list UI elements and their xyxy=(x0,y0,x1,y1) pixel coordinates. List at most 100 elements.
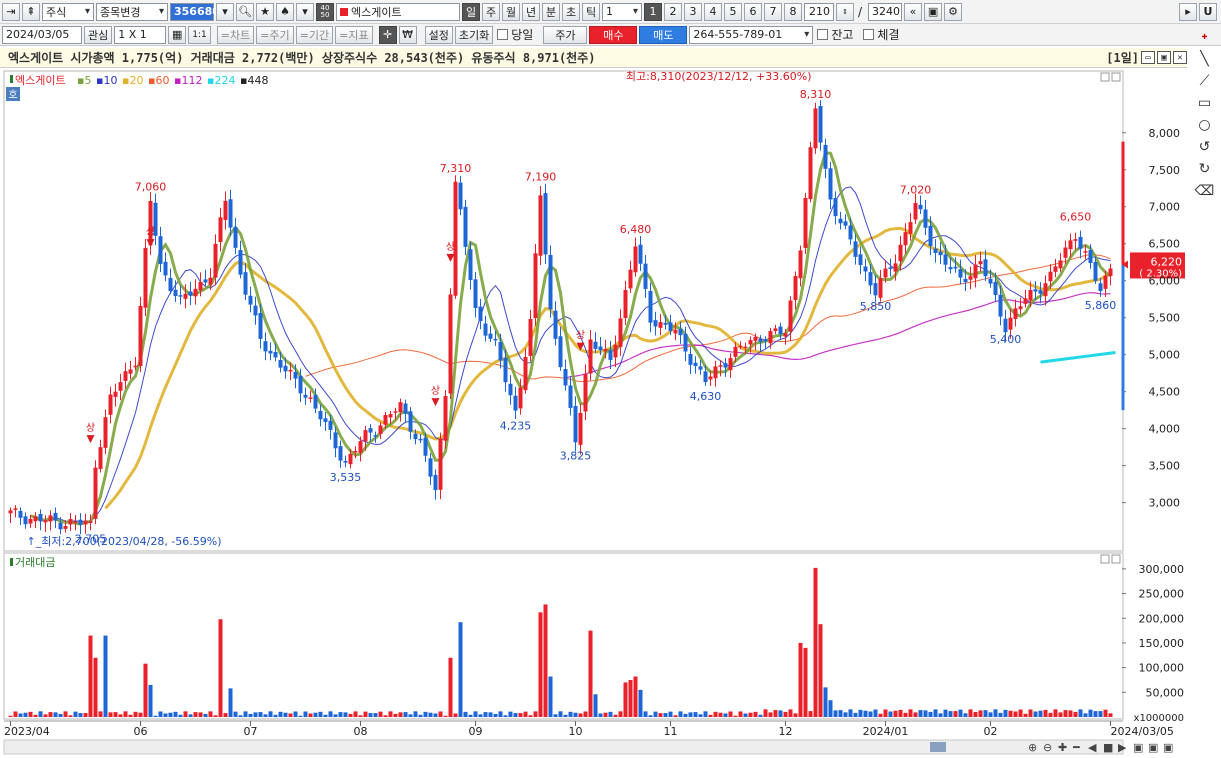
reset-button[interactable]: 초기화 xyxy=(454,25,494,44)
grid-input[interactable]: 1 X 1 xyxy=(114,25,167,44)
tool-icon[interactable]: ✚ xyxy=(1201,33,1208,41)
candle-body xyxy=(893,263,898,272)
candle-body xyxy=(113,391,118,397)
view-count-input[interactable]: 210 xyxy=(804,2,834,21)
volume-bar xyxy=(953,711,958,717)
current-price-label: 6,220 xyxy=(1151,255,1183,268)
fill-checkbox[interactable]: 체결 xyxy=(863,26,900,43)
stock-color-icon xyxy=(340,7,348,16)
pin-icon[interactable]: ⇥ xyxy=(2,2,20,21)
close-icon[interactable]: ✕ xyxy=(1173,51,1187,64)
buy-button[interactable]: 매수 xyxy=(589,25,638,44)
account-select[interactable]: 264-555-789-01 xyxy=(689,25,814,44)
undo-icon[interactable]: ↺ xyxy=(1198,139,1211,155)
spade-icon[interactable]: ♠ xyxy=(276,2,294,21)
stock-name-field[interactable]: 엑스게이트 xyxy=(336,2,460,21)
period-tab-1[interactable]: 주 xyxy=(482,2,500,21)
volume-tick-label: 300,000 xyxy=(1139,563,1185,576)
volume-bar xyxy=(623,682,628,717)
diagonal-tool-icon[interactable]: ⟋ xyxy=(1199,73,1210,89)
candle-body xyxy=(943,254,948,265)
maximize-icon[interactable]: ▣ xyxy=(1157,51,1171,64)
minimize-icon[interactable]: ▭ xyxy=(1141,51,1155,64)
price-tick-label: 3,500 xyxy=(1149,460,1181,473)
volume-bar xyxy=(1108,713,1113,717)
volume-tick-label: 50,000 xyxy=(1146,686,1185,699)
balance-checkbox[interactable]: 잔고 xyxy=(817,26,853,43)
circle-tool-icon[interactable]: ○ xyxy=(1198,117,1211,133)
period-button[interactable]: =주기 xyxy=(256,25,294,44)
rectangle-tool-icon[interactable]: ▭ xyxy=(1197,95,1212,111)
candle-body xyxy=(308,397,313,399)
search-icon[interactable]: 🔍︎ xyxy=(236,2,254,21)
code-dropdown-icon[interactable]: ▾ xyxy=(216,2,234,21)
volume-bar xyxy=(688,712,693,717)
one-one-button[interactable]: 1:1 xyxy=(188,25,211,44)
volume-bar xyxy=(933,709,938,717)
candle-body xyxy=(343,460,348,463)
u-button[interactable]: U xyxy=(1199,2,1217,21)
volume-bar xyxy=(978,710,983,717)
line-tool-icon[interactable]: ╲ xyxy=(1200,51,1209,67)
won-icon[interactable]: ₩ xyxy=(398,25,417,44)
market-select[interactable]: 주식 xyxy=(42,2,94,21)
period-tab-2[interactable]: 월 xyxy=(502,2,520,21)
period-count-select[interactable]: 1 xyxy=(602,2,642,21)
chart-button[interactable]: =차트 xyxy=(216,25,255,44)
grid-icon[interactable]: ▦ xyxy=(168,25,187,44)
view-count-spinner-icon[interactable]: ⇕ xyxy=(836,2,854,21)
volume-bar xyxy=(763,709,768,717)
watch-button[interactable]: 관심 xyxy=(84,25,113,44)
redo-icon[interactable]: ↻ xyxy=(1198,161,1211,177)
ma-line-60 xyxy=(305,254,1111,382)
candle-body xyxy=(353,450,358,453)
layout-button-7[interactable]: 7 xyxy=(764,2,782,21)
period-tab-3[interactable]: 년 xyxy=(522,2,540,21)
candle-body xyxy=(793,276,798,301)
sell-button[interactable]: 매도 xyxy=(639,25,688,44)
candle-body xyxy=(303,394,308,398)
candle-body xyxy=(543,193,548,255)
volume-bar xyxy=(143,663,148,717)
candle-body xyxy=(373,435,378,437)
layout-button-6[interactable]: 6 xyxy=(744,2,762,21)
period-tab-4[interactable]: 분 xyxy=(542,2,560,21)
layout-button-4[interactable]: 4 xyxy=(704,2,722,21)
spade-dropdown-icon[interactable]: ▾ xyxy=(296,2,314,21)
layout-button-1[interactable]: 1 xyxy=(644,2,662,21)
period-tab-5[interactable]: 초 xyxy=(562,2,580,21)
save-icon[interactable]: ▣ xyxy=(924,2,943,21)
candle-body xyxy=(328,420,333,430)
crosshair-icon[interactable]: ✛ xyxy=(378,25,397,44)
price-button[interactable]: 주가 xyxy=(543,25,588,44)
arrow-toggle-icon[interactable]: ⇞ xyxy=(22,2,40,21)
sameday-checkbox[interactable]: 당일 xyxy=(497,26,533,43)
settings-button[interactable]: 설정 xyxy=(424,25,453,44)
period-tab-6[interactable]: 틱 xyxy=(582,2,600,21)
candle-body xyxy=(988,278,993,284)
period-tab-0[interactable]: 일 xyxy=(462,2,480,21)
volume-bar xyxy=(513,713,518,717)
date-input[interactable]: 2024/03/05 xyxy=(2,25,82,44)
stock-code-input[interactable]: 356680 xyxy=(170,2,220,21)
chevron-right-icon[interactable]: ▸ xyxy=(1179,2,1197,21)
stock-chart[interactable]: 7,060 7,310 7,190 6,480 8,310 7,020 6,650 2,705… xyxy=(0,69,1187,758)
ratio-button[interactable]: 40 50 xyxy=(316,2,334,21)
candle-body xyxy=(173,289,178,297)
star-icon[interactable]: ★ xyxy=(256,2,274,21)
volume-bar xyxy=(243,711,248,717)
layout-button-8[interactable]: 8 xyxy=(784,2,802,21)
layout-button-3[interactable]: 3 xyxy=(684,2,702,21)
range-button[interactable]: =기간 xyxy=(295,25,334,44)
indicator-button[interactable]: =지표 xyxy=(335,25,373,44)
code-mode-select[interactable]: 종목변경 xyxy=(96,2,168,21)
playback-control-icon: ▣ xyxy=(1133,741,1143,754)
fast-back-icon[interactable]: « xyxy=(904,2,923,21)
candle-body xyxy=(153,202,158,236)
candle-body xyxy=(23,516,28,525)
candle-body xyxy=(1068,240,1073,250)
layout-button-2[interactable]: 2 xyxy=(664,2,682,21)
layout-button-5[interactable]: 5 xyxy=(724,2,742,21)
eraser-icon[interactable]: ⌫ xyxy=(1194,183,1215,199)
gear-icon[interactable]: ⚙ xyxy=(944,2,963,21)
